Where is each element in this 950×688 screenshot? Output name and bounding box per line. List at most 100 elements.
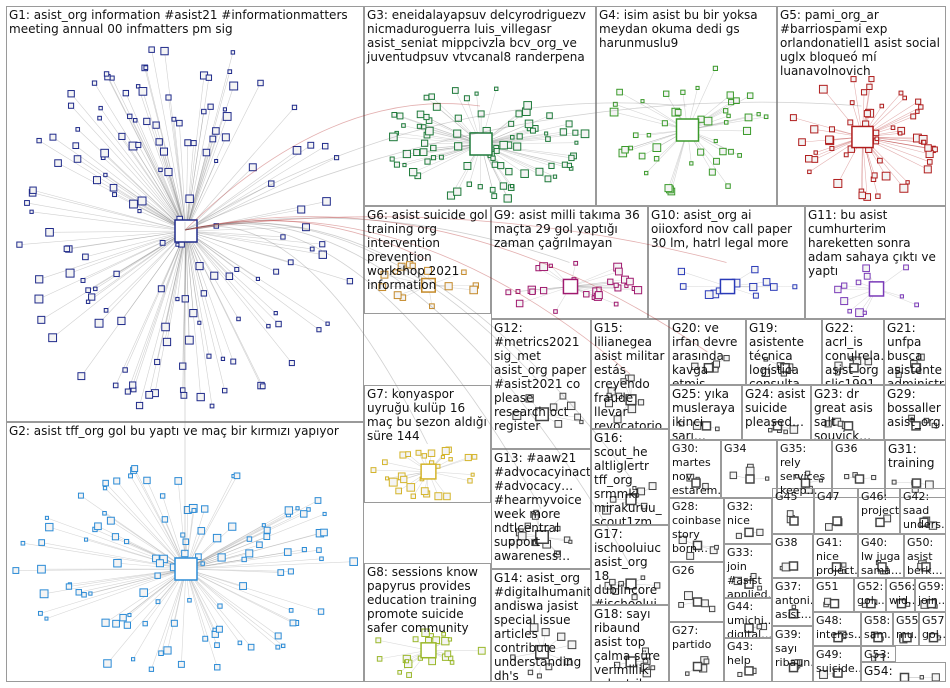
hub-node[interactable] [788,561,799,571]
node[interactable] [844,474,850,480]
node[interactable] [744,113,753,122]
node[interactable] [664,184,673,193]
node[interactable] [80,277,86,283]
node[interactable] [397,262,406,271]
node[interactable] [640,502,648,510]
node[interactable] [466,181,473,187]
node[interactable] [661,120,668,127]
node[interactable] [98,105,103,111]
node[interactable] [606,392,612,398]
node[interactable] [574,140,579,145]
node[interactable] [583,291,590,298]
node[interactable] [131,657,136,662]
node[interactable] [428,657,437,666]
node[interactable] [875,193,881,199]
node[interactable] [346,277,354,285]
node[interactable] [158,167,163,173]
node[interactable] [548,162,555,170]
node[interactable] [454,114,462,122]
node[interactable] [132,118,138,123]
hub-node[interactable] [831,562,842,572]
node[interactable] [527,669,534,676]
node[interactable] [389,132,398,142]
node[interactable] [180,532,186,538]
node[interactable] [83,537,89,542]
hub-node[interactable] [625,493,637,506]
node[interactable] [143,476,151,485]
node[interactable] [395,487,402,495]
node[interactable] [94,318,104,328]
hub-node[interactable] [744,579,754,589]
node[interactable] [217,553,226,562]
node[interactable] [729,471,738,480]
hub-node[interactable] [535,530,549,544]
node[interactable] [530,127,536,134]
node[interactable] [677,267,686,276]
node[interactable] [652,143,662,152]
node[interactable] [245,549,254,558]
node[interactable] [703,116,713,126]
node[interactable] [612,588,619,595]
node[interactable] [524,522,532,530]
node[interactable] [234,266,240,272]
hub-node[interactable] [873,632,883,643]
node[interactable] [448,457,453,462]
hub-node[interactable] [692,540,703,551]
node[interactable] [926,159,933,165]
node[interactable] [503,194,512,203]
node[interactable] [726,113,731,119]
node[interactable] [241,556,247,563]
node[interactable] [811,156,819,163]
node[interactable] [444,282,453,291]
hub-node[interactable] [625,656,637,668]
node[interactable] [757,585,763,591]
node[interactable] [182,538,190,546]
node[interactable] [840,297,849,306]
node[interactable] [807,169,812,175]
node[interactable] [263,533,271,540]
node[interactable] [205,74,213,81]
node[interactable] [102,511,107,516]
node[interactable] [248,163,257,172]
node[interactable] [440,454,445,460]
node[interactable] [794,474,800,479]
node[interactable] [849,356,855,362]
node[interactable] [402,149,411,159]
node[interactable] [642,647,649,655]
node[interactable] [860,89,868,96]
node[interactable] [113,558,122,568]
hub-node[interactable] [833,632,843,643]
node[interactable] [393,161,400,168]
node[interactable] [421,453,428,459]
node[interactable] [416,110,425,119]
node[interactable] [580,129,590,139]
hub-node[interactable] [692,661,703,672]
node[interactable] [545,663,553,671]
node[interactable] [735,532,742,539]
node[interactable] [181,549,189,558]
node[interactable] [212,533,222,543]
node[interactable] [923,165,932,174]
node[interactable] [195,553,202,561]
node[interactable] [159,147,169,156]
hub-node[interactable] [719,278,736,295]
node[interactable] [642,658,649,664]
node[interactable] [222,112,232,121]
hub-node[interactable] [911,363,921,373]
node[interactable] [686,551,695,560]
node[interactable] [119,613,127,622]
node[interactable] [410,493,416,499]
node[interactable] [143,65,149,71]
node[interactable] [212,627,217,632]
node[interactable] [135,401,144,410]
node[interactable] [139,588,148,597]
node[interactable] [85,299,91,304]
node[interactable] [834,370,841,376]
node[interactable] [181,295,189,303]
node[interactable] [678,602,685,608]
node[interactable] [899,183,909,193]
node[interactable] [393,291,402,300]
node[interactable] [701,599,709,608]
node[interactable] [824,420,832,428]
node[interactable] [409,167,418,177]
